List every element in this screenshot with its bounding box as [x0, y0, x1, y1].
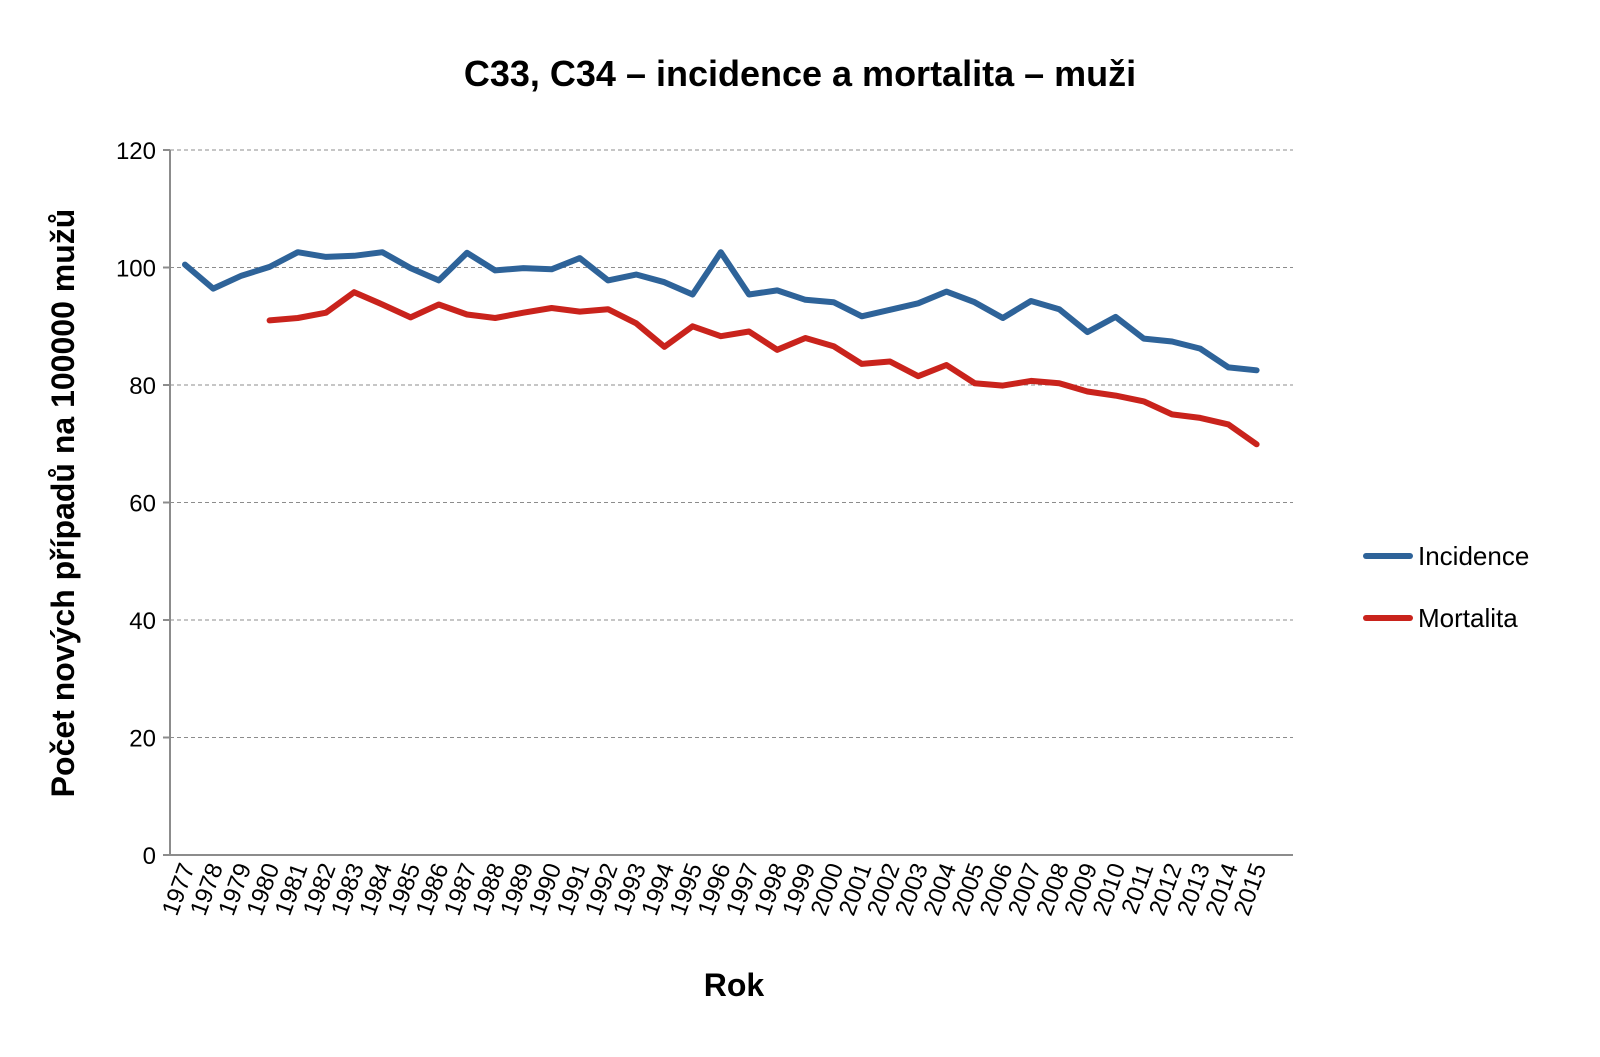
y-tick-label: 60 [129, 491, 156, 518]
y-tick-label: 120 [116, 138, 156, 165]
y-tick-label: 40 [129, 608, 156, 635]
legend: Incidence Mortalita [1363, 541, 1529, 633]
x-axis-ticks: 1977197819791980198119821983198419851986… [157, 860, 1272, 919]
series-lines [182, 249, 1260, 448]
y-tick-label: 100 [116, 256, 156, 283]
legend-label-mortalita: Mortalita [1418, 603, 1518, 633]
y-tick-label: 80 [129, 373, 156, 400]
legend-label-incidence: Incidence [1418, 541, 1529, 571]
y-tick-label: 0 [143, 843, 156, 870]
y-tick-label: 20 [129, 726, 156, 753]
series-line-incidence [182, 249, 1260, 374]
y-axis-title: Počet nových případů na 100000 mužů [45, 209, 81, 798]
y-axis-ticks: 0 20 40 60 80 100 120 [116, 138, 170, 870]
x-axis-title: Rok [704, 967, 765, 1003]
gridlines [170, 149, 1293, 738]
series-line-mortalita [266, 289, 1260, 448]
chart-title: C33, C34 – incidence a mortalita – muži [464, 53, 1136, 94]
